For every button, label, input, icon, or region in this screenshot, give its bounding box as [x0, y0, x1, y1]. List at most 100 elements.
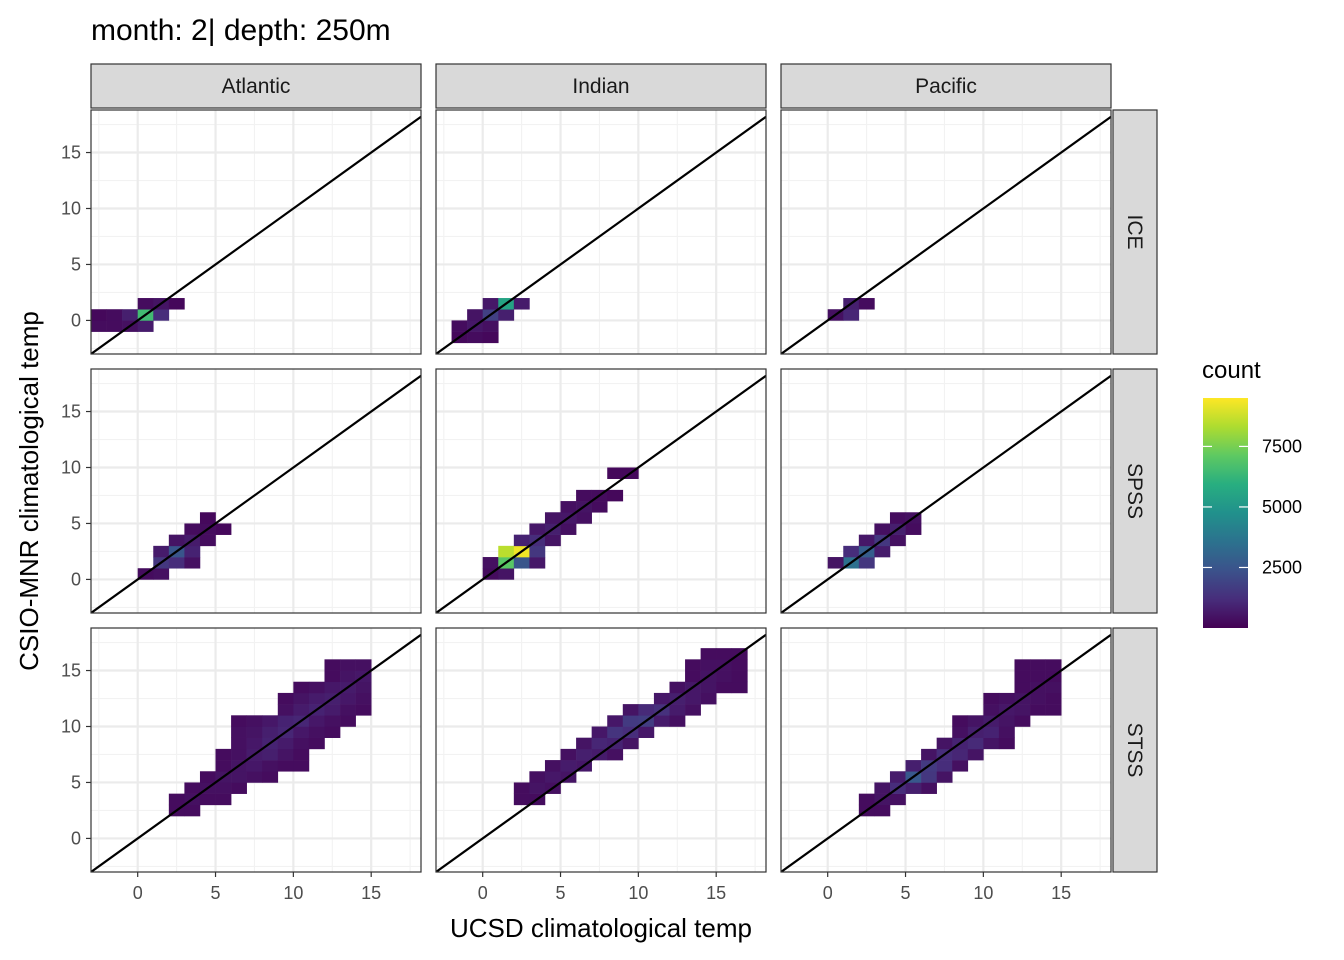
heatmap-tile [168, 793, 185, 806]
heatmap-tile [529, 771, 546, 783]
heatmap-tile [308, 737, 325, 750]
heatmap-tile [607, 748, 624, 761]
x-tick-label: 10 [283, 883, 303, 903]
heatmap-tile [246, 715, 263, 727]
panel-pacific-stss [780, 627, 1112, 873]
heatmap-tile [716, 681, 733, 694]
panel-atlantic-ice [90, 109, 422, 355]
heatmap-tile [246, 771, 263, 783]
y-tick-label: 0 [71, 310, 81, 330]
heatmap-tile [560, 501, 577, 513]
heatmap-tile [498, 568, 515, 580]
x-tick-label: 0 [823, 883, 833, 903]
heatmap-tile [905, 782, 922, 794]
heatmap-tile [952, 726, 969, 738]
heatmap-tile [1045, 704, 1062, 716]
heatmap-tile [308, 715, 325, 727]
heatmap-tile [231, 715, 247, 727]
strip-label-indian: Indian [572, 75, 629, 98]
heatmap-tile [308, 681, 325, 694]
y-tick-label: 15 [61, 402, 81, 422]
heatmap-tile [153, 545, 170, 558]
y-tick-label: 0 [71, 569, 81, 589]
heatmap-tile [324, 715, 341, 727]
panel-grid [781, 110, 1111, 354]
panel-grid [91, 369, 421, 613]
heatmap-tile [638, 704, 655, 716]
heatmap-tile [1014, 681, 1031, 694]
heatmap-tile [498, 545, 515, 558]
heatmap-tile [262, 715, 279, 727]
heatmap-tile [262, 726, 279, 738]
heatmap-tile [199, 771, 216, 783]
heatmap-tile [355, 692, 372, 705]
strip-label-stss: STSS [1123, 723, 1146, 778]
heatmap-tile [277, 760, 294, 772]
chart-title: month: 2| depth: 250m [91, 14, 391, 47]
heatmap-tile [199, 793, 216, 806]
heatmap-tile [967, 715, 984, 727]
heatmap-tile [355, 704, 372, 716]
panel-border [435, 109, 767, 355]
panel-grid [781, 369, 1111, 613]
heatmap-tile [889, 534, 906, 547]
heatmap-tile [905, 760, 922, 772]
heatmap-tile [700, 692, 717, 705]
reference-line [436, 115, 766, 354]
heatmap-tile [905, 523, 922, 535]
legend-break-label: 5000 [1262, 497, 1302, 517]
heatmap-tile [576, 737, 592, 750]
heatmap-tile [340, 692, 356, 705]
heatmap-tile [843, 309, 860, 321]
strip-pacific [780, 63, 1112, 109]
heatmap-tile [153, 568, 170, 580]
x-tick-label: 15 [706, 883, 726, 903]
heatmap-tile [967, 737, 984, 750]
panel-border [780, 627, 1112, 873]
heatmap-tile [700, 681, 717, 694]
heatmap-tile [246, 760, 263, 772]
heatmap-tile [293, 737, 310, 750]
heatmap-tile [607, 467, 624, 479]
panel-border [435, 368, 767, 614]
legend: count 2500 5000 7500 [1202, 357, 1302, 628]
heatmap-tile [936, 771, 953, 783]
x-tick-label: 5 [901, 883, 911, 903]
heatmap-tile [246, 737, 263, 750]
x-tick-label: 0 [133, 883, 143, 903]
heatmap-tile [91, 320, 107, 332]
reference-line [436, 374, 766, 613]
heatmap-tile [529, 545, 546, 558]
reference-line [781, 374, 1111, 613]
heatmap-tile [184, 782, 201, 794]
heatmap-tile [277, 715, 294, 727]
heatmap-tile [1014, 704, 1031, 716]
strip-ice [1112, 109, 1158, 355]
x-tick-label: 5 [556, 883, 566, 903]
heatmap-tile [308, 692, 325, 705]
heatmap-tile [215, 782, 232, 794]
y-tick-label: 5 [71, 513, 81, 533]
heatmap-tile [231, 726, 247, 738]
heatmap-tile [591, 726, 608, 738]
heatmap-tile [685, 659, 701, 671]
heatmap-tile [998, 737, 1015, 750]
heatmap-tile [513, 298, 530, 310]
y-tick-label: 0 [71, 828, 81, 848]
heatmap-tile [467, 309, 483, 321]
heatmap-tile [137, 320, 154, 332]
heatmap-tile [921, 782, 937, 794]
strip-label-ice: ICE [1123, 214, 1146, 249]
heatmap-tile [653, 692, 670, 705]
panel-border [90, 627, 422, 873]
heatmap-tile [1030, 704, 1046, 716]
heatmap-tile [293, 704, 310, 716]
heatmap-tile [199, 534, 216, 547]
x-tick-label: 10 [973, 883, 993, 903]
heatmap-tile [874, 545, 891, 558]
heatmap-tile [324, 670, 341, 683]
heatmap-tile [482, 298, 499, 310]
legend-title: count [1202, 357, 1261, 384]
heatmap-tile [293, 681, 310, 694]
